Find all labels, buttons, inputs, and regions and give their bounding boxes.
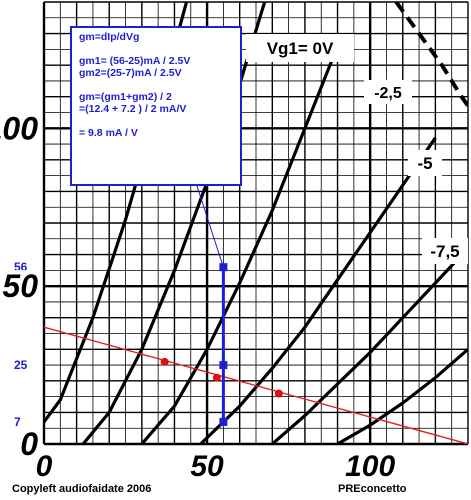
- plate-curve: [271, 247, 468, 444]
- operating-point: [212, 373, 221, 382]
- plate-curve: [199, 136, 437, 444]
- y-tick-bg: [0, 270, 42, 301]
- x-tick-label: 100: [345, 450, 395, 483]
- max-dissipation-curve: [394, 2, 468, 110]
- curve-label-bg: [364, 80, 412, 104]
- plate-curve: [44, 2, 189, 425]
- annotation-line: gm=dIp/dVg: [79, 31, 140, 43]
- curve-label: -5: [417, 154, 432, 173]
- measurement-value-label: 25: [14, 358, 28, 372]
- curve-label-bg: [246, 34, 354, 62]
- credit-footer: PREconcetto: [338, 483, 407, 495]
- operating-point: [274, 389, 283, 398]
- y-tick-label: 100: [0, 110, 38, 146]
- curve-label-bg: [408, 150, 442, 176]
- annotation-line: gm2=(25-7)mA / 2.5V: [79, 67, 182, 79]
- load-line: [44, 326, 468, 444]
- y-tick-label: 0: [20, 426, 38, 462]
- curve-label-bg: [422, 238, 468, 264]
- curve-label: -2,5: [374, 85, 402, 102]
- curve-label: Vg1= 0V: [267, 39, 334, 58]
- x-tick-label: 50: [190, 450, 224, 483]
- curve-label: -7,5: [430, 242, 459, 261]
- annotation-line: =(12.4 + 7.2 ) / 2 mA/V: [79, 103, 187, 115]
- operating-point: [160, 357, 169, 366]
- load-line-layer: [44, 326, 468, 444]
- measurement-value-label: 7: [14, 415, 21, 429]
- annotation-pointer: [196, 185, 224, 268]
- y-tick-bg: [0, 428, 42, 458]
- labels: 56257050100050100Vg1= 0V-2,5-5-7,5: [0, 34, 468, 483]
- copyright-footer: Copyleft audiofaidate 2006: [12, 483, 152, 495]
- y-tick-label: 50: [2, 268, 38, 304]
- gm-calculation-box: gm=dIp/dVg gm1= (56-25)mA / 2.5V gm2=(25…: [70, 26, 242, 186]
- measurement-point: [219, 417, 228, 426]
- annotation-line: = 9.8 mA / V: [79, 127, 138, 139]
- y-tick-bg: [0, 112, 42, 143]
- x-tick-label: 0: [36, 450, 53, 483]
- annotation-line: gm1= (56-25)mA / 2.5V: [79, 55, 191, 67]
- annotation-line: gm=(gm1+gm2) / 2: [79, 91, 172, 103]
- measurement-layer: [196, 185, 228, 426]
- plate-curve: [336, 348, 468, 444]
- measurement-point: [219, 361, 228, 370]
- plate-curve: [140, 45, 339, 444]
